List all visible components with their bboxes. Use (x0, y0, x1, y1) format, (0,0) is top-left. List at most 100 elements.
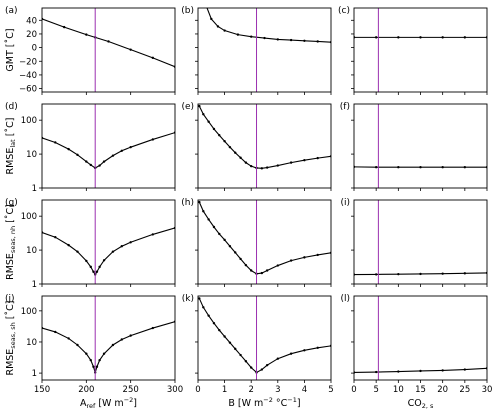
data-point (85, 259, 88, 263)
data-point (95, 365, 99, 368)
panel-frame (41, 103, 176, 189)
data-point (397, 272, 400, 276)
data-point (218, 328, 221, 332)
data-point (223, 140, 226, 143)
x-tick-label: 300 (167, 385, 183, 395)
panel-label: (f) (340, 102, 350, 112)
data-point (98, 164, 101, 167)
data-point (265, 166, 269, 169)
data-point (207, 314, 210, 317)
data-point (265, 269, 269, 272)
data-point (76, 250, 79, 253)
data-point (198, 297, 201, 300)
data-point (374, 370, 378, 374)
panel-label: (g) (5, 198, 18, 208)
data-point (223, 238, 226, 242)
data-point (463, 36, 467, 39)
data-point (95, 270, 99, 273)
data-point (85, 352, 88, 355)
data-point (129, 48, 132, 51)
data-point (202, 113, 205, 116)
data-point (303, 39, 306, 42)
data-point (218, 134, 221, 137)
data-point (76, 343, 79, 347)
y-tick-label: 100 (21, 307, 37, 317)
panel-f: (f) (340, 102, 488, 191)
data-point (151, 56, 155, 60)
panel-j: 1 10 100 150 200 250 300 (j) (5, 294, 183, 395)
data-point (210, 17, 213, 21)
data-point (374, 166, 378, 169)
data-point (236, 33, 240, 36)
x-tick-label: 20 (437, 385, 448, 395)
data-point (260, 271, 264, 275)
x-tick-label: 30 (482, 385, 493, 395)
data-point (54, 236, 57, 239)
panel-g: 1 10 100(g) (5, 198, 176, 290)
data-point (244, 360, 248, 363)
y-tick-label: 20 (26, 30, 37, 40)
data-point (218, 232, 221, 236)
data-point (102, 259, 106, 262)
series-line (198, 105, 331, 169)
y-tick-label: 10 (26, 150, 37, 160)
data-point (276, 264, 279, 267)
data-point (463, 272, 467, 275)
panel-d: 1 10 100(d) (5, 102, 176, 194)
y-tick-label: 1 (32, 369, 37, 379)
panel-c: (c) (338, 6, 488, 95)
panel-a: −60 −40 −20 0 20 40 (a) (5, 6, 176, 95)
panel-b: (b) (181, 6, 332, 95)
panel-label: (b) (181, 6, 194, 16)
y-tick-label: 1 (32, 184, 37, 194)
x-tick-label: 5 (373, 385, 378, 395)
x-axis-label: B [W m−2 °C−1] (228, 396, 300, 409)
series-line (198, 298, 331, 374)
panel-label: (i) (340, 198, 350, 208)
x-tick-label: 3 (275, 385, 280, 395)
data-point (263, 36, 266, 40)
panel-label: (l) (340, 294, 350, 304)
data-point (463, 166, 467, 169)
data-point (92, 270, 95, 273)
data-point (441, 272, 444, 275)
x-tick-label: 250 (123, 385, 139, 395)
data-point (276, 38, 279, 41)
y-axis-label: RMSEseas, nh [˚C] (5, 204, 17, 280)
panel-frame (353, 7, 488, 93)
data-point (207, 120, 210, 123)
data-point (62, 25, 66, 29)
data-point (374, 36, 378, 39)
data-point (98, 265, 101, 269)
x-tick-label: 0 (351, 385, 356, 395)
data-point (303, 349, 306, 352)
data-point (234, 347, 237, 351)
series-line (42, 321, 175, 375)
data-point (265, 363, 269, 367)
data-point (419, 272, 422, 276)
x-axis-label: Aref [W m−2] (80, 396, 137, 410)
y-tick-label: 10 (26, 338, 37, 348)
data-point (276, 164, 279, 167)
panel-frame (197, 199, 332, 285)
data-point (239, 353, 242, 357)
panel-frame (41, 295, 176, 381)
data-point (441, 369, 444, 372)
panel-frame (353, 199, 488, 285)
data-point (129, 241, 132, 244)
x-axis-label: CO2, s (408, 398, 434, 410)
data-point (98, 358, 101, 362)
data-point (223, 335, 226, 338)
data-point (223, 29, 226, 32)
data-point (54, 330, 57, 334)
data-point (228, 245, 232, 248)
data-point (239, 156, 242, 159)
data-point (85, 33, 88, 36)
panel-label: (j) (5, 294, 15, 304)
data-point (419, 166, 422, 169)
series-line (198, 201, 331, 275)
y-axis-label: RMSEseas, sh [˚C] (5, 300, 17, 375)
data-point (316, 253, 319, 257)
data-point (207, 218, 210, 221)
panel-label: (c) (338, 6, 350, 16)
